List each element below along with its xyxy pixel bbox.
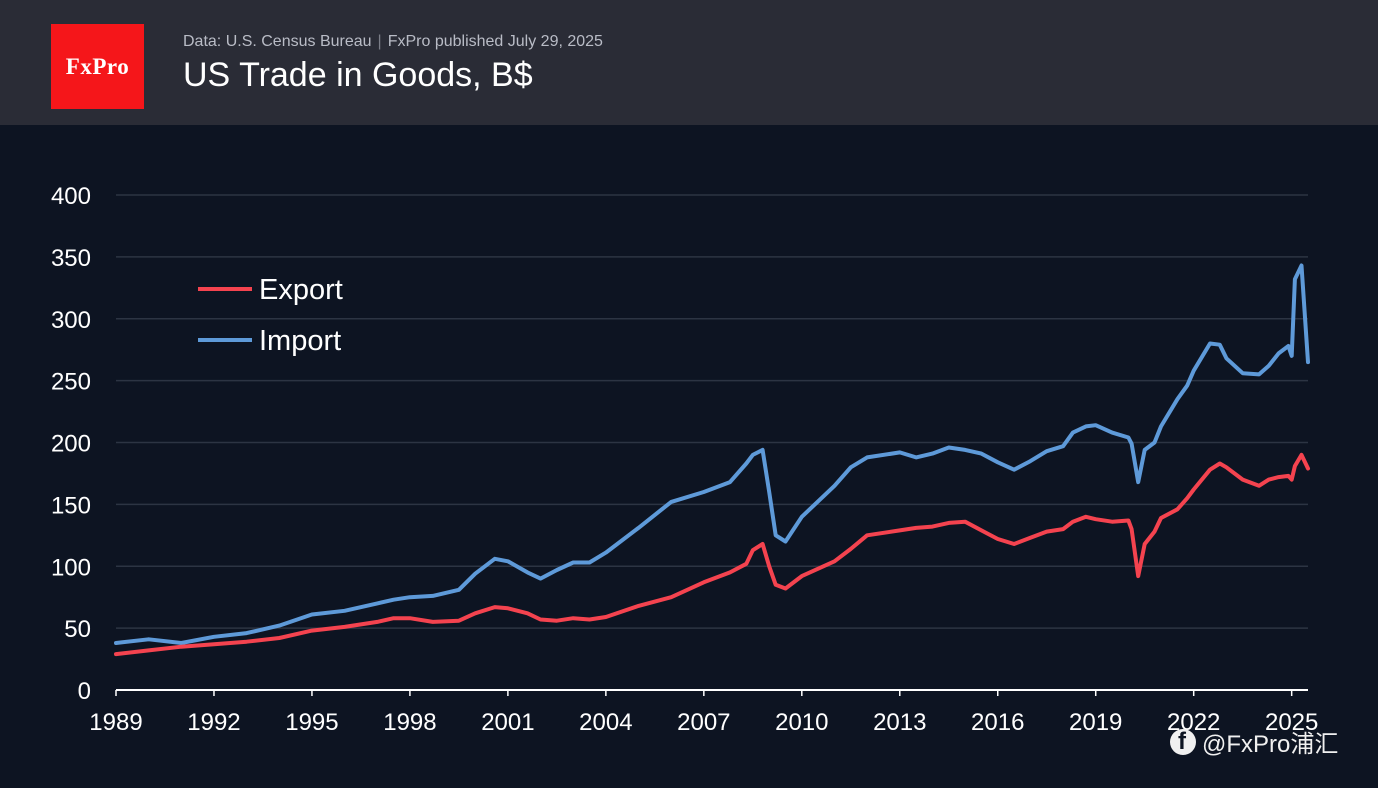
- y-tick-label-200: 200: [51, 431, 91, 458]
- y-tick-label-150: 150: [51, 492, 91, 519]
- x-tick-label-1989: 1989: [89, 709, 142, 736]
- y-tick-label-400: 400: [51, 183, 91, 210]
- separator: |: [377, 33, 382, 50]
- y-tick-label-100: 100: [51, 554, 91, 581]
- chart-title: US Trade in Goods, B$: [183, 56, 533, 94]
- fxpro-logo: FxPro: [51, 24, 144, 109]
- legend-label-export: Export: [259, 274, 343, 306]
- y-tick-label-300: 300: [51, 307, 91, 334]
- x-tick-label-2019: 2019: [1069, 709, 1122, 736]
- header-bar: FxPro Data: U.S. Census Bureau | FxPro pub…: [0, 0, 1378, 125]
- watermark: @FxPro浦汇: [1170, 724, 1338, 759]
- source-text: Data: U.S. Census Bureau: [183, 33, 372, 50]
- x-tick-label-2001: 2001: [481, 709, 534, 736]
- x-tick-label-2007: 2007: [677, 709, 730, 736]
- facebook-icon: [1170, 728, 1196, 756]
- x-tick-label-2016: 2016: [971, 709, 1024, 736]
- published-text: FxPro published July 29, 2025: [387, 33, 603, 50]
- y-tick-label-350: 350: [51, 245, 91, 272]
- x-tick-label-1998: 1998: [383, 709, 436, 736]
- series-line-export: [114, 452, 1310, 657]
- x-tick-label-2013: 2013: [873, 709, 926, 736]
- source-line: Data: U.S. Census Bureau | FxPro published…: [183, 33, 603, 51]
- watermark-text: @FxPro浦汇: [1202, 731, 1339, 758]
- x-tick-label-2004: 2004: [579, 709, 632, 736]
- y-tick-label-50: 50: [64, 616, 91, 643]
- y-tick-label-250: 250: [51, 369, 91, 396]
- x-tick-label-1992: 1992: [187, 709, 240, 736]
- x-tick-label-1995: 1995: [285, 709, 338, 736]
- logo-text: FxPro: [65, 53, 130, 79]
- trade-chart: 0 50 100 150 200 250 300 350 400 1989 1992 1995 1998…: [51, 183, 1318, 736]
- y-tick-label-0: 0: [78, 678, 91, 705]
- legend-label-import: Import: [259, 325, 341, 357]
- x-tick-label-2025: 2025: [1265, 709, 1318, 736]
- series-line-import: [114, 263, 1310, 645]
- x-tick-label-2010: 2010: [775, 709, 828, 736]
